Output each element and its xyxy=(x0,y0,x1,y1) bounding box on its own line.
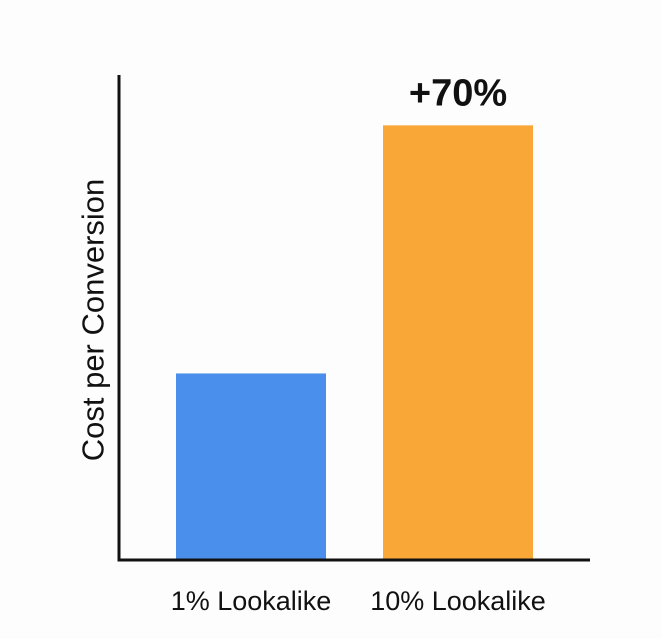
x-tick-label-1: 1% Lookalike xyxy=(171,586,332,616)
data-labels-group: +70% xyxy=(409,72,507,114)
data-label-2: +70% xyxy=(409,72,507,114)
bars-group xyxy=(176,125,533,560)
y-axis-label: Cost per Conversion xyxy=(76,179,111,462)
x-tick-labels-group: 1% Lookalike 10% Lookalike xyxy=(171,586,546,616)
x-tick-label-2: 10% Lookalike xyxy=(370,586,546,616)
bar-1 xyxy=(176,373,326,560)
bar-2 xyxy=(383,125,533,560)
